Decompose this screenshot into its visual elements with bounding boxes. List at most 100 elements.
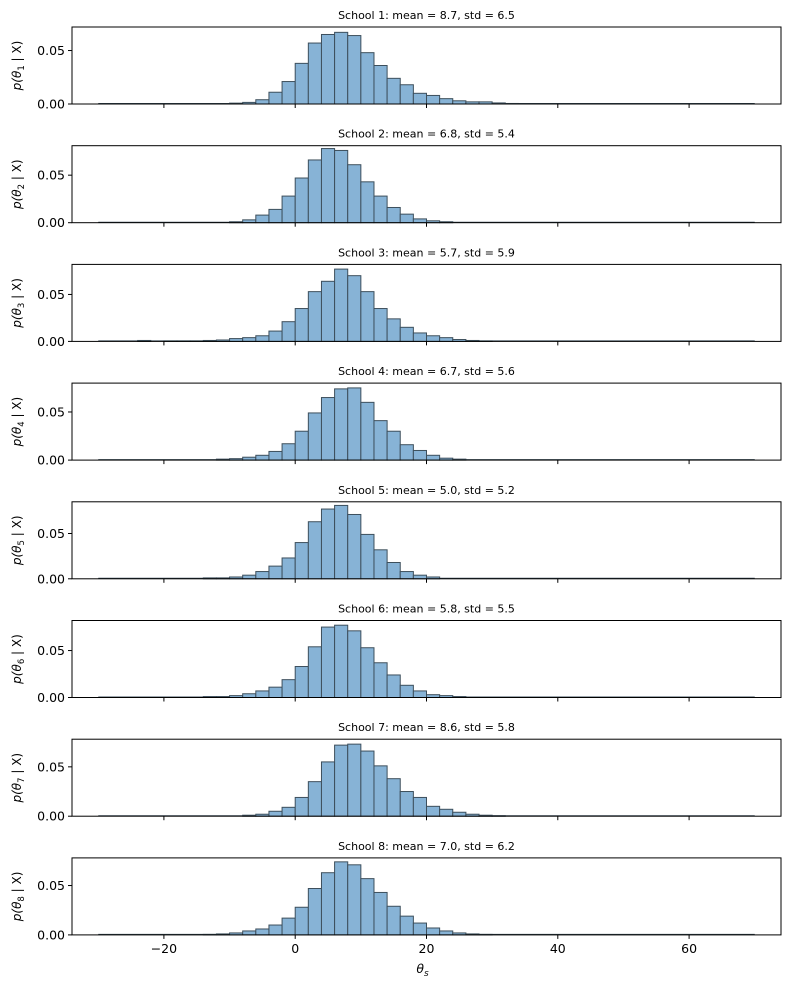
hist-bar [320,280,336,342]
hist-bar [386,318,401,342]
hist-bar [242,930,257,936]
hist-bar [347,387,362,461]
subplot-7: School 7: mean = 8.6, std = 5.8 0.00 0.05 p… [10,721,782,824]
subplot-2: School 2: mean = 6.8, std = 5.4 0.00 0.05 p… [10,128,782,230]
hist-bar [347,630,362,699]
subplot-1: School 1: mean = 8.7, std = 6.5 0.00 0.05 p… [10,9,782,112]
hist-bar [294,62,309,105]
x-tick-label: 20 [419,941,435,956]
hist-bar [268,686,283,698]
hist-bar [360,533,375,580]
hist-bar [294,666,309,699]
hist-bar [255,928,270,936]
hist-bar [426,805,441,817]
hist-bar [294,906,309,936]
axes-frame [71,382,782,461]
y-axis-label: p(θ8 | X) [10,872,27,923]
subplot-title: School 2: mean = 6.8, std = 5.4 [338,128,515,141]
x-tick-label: 40 [550,941,566,956]
axes-frame [71,145,782,224]
subplot-title: School 3: mean = 5.7, std = 5.9 [338,246,515,259]
hist-bar [360,401,375,461]
hist-bar [268,91,283,105]
y-tick-label: 0.00 [37,334,65,349]
hist-bar [281,557,296,580]
hist-bar [373,65,388,105]
y-tick-label: 0.00 [37,215,65,230]
hist-bar [281,806,296,817]
x-axis-label: θs [416,961,429,979]
subplot-title: School 1: mean = 8.7, std = 6.5 [338,9,515,22]
hist-bar [320,508,336,580]
hist-bar [347,275,362,342]
hist-bar [399,84,414,105]
x-tick-label: 0 [291,941,299,956]
hist-bar [439,337,454,342]
y-axis-label: p(θ1 | X) [10,41,27,92]
hist-bar [294,430,309,461]
axes-frame [71,620,782,698]
hist-bar [294,177,309,224]
hist-bar [334,149,349,224]
hist-bar [242,693,257,698]
hist-bar [307,646,322,698]
hist-bar [386,206,401,224]
hist-bar [426,454,441,461]
hist-bar [320,626,336,699]
y-tick-label: 0.00 [37,571,65,586]
hist-bar [255,571,270,580]
hist-bar [360,878,375,936]
hist-bar [347,164,362,224]
hist-bar [412,690,427,698]
y-axis-label: p(θ3 | X) [10,278,27,329]
y-tick-label: 0.05 [37,643,65,658]
hist-bar [412,796,427,817]
hist-bar [334,744,349,817]
hist-bar [426,335,441,342]
subplot-title: School 8: mean = 7.0, std = 6.2 [338,840,515,853]
hist-bar [426,927,441,936]
y-axis-label: p(θ6 | X) [10,634,27,685]
hist-bar [399,213,414,224]
subplot-3: School 3: mean = 5.7, std = 5.9 0.00 0.05 p… [10,246,782,349]
hist-bar [307,521,322,580]
hist-bar [439,808,454,817]
y-axis-label: p(θ2 | X) [10,159,27,210]
hist-bar [386,561,401,580]
hist-bar [412,449,427,461]
hist-bar [307,412,322,461]
hist-bar [268,924,283,936]
subplot-5: School 5: mean = 5.0, std = 5.2 0.00 0.05 p… [10,484,782,586]
hist-bar [242,574,257,580]
hist-bar [373,662,388,699]
y-tick-label: 0.00 [37,809,65,824]
subplot-4: School 4: mean = 6.7, std = 5.6 0.00 0.05 p… [10,365,782,468]
hist-bar [320,872,336,936]
hist-bar [255,214,270,224]
hist-bar [242,337,257,342]
hist-bar [399,571,414,580]
hist-bar [386,674,401,699]
subplot-6: School 6: mean = 5.8, std = 5.5 0.00 0.05 p… [10,603,782,705]
y-tick-label: 0.05 [37,287,65,302]
hist-bar [347,743,362,817]
hist-bar [347,35,362,105]
hist-bar [399,684,414,698]
hist-bar [255,690,270,698]
hist-bar [412,922,427,936]
hist-bar [320,397,336,461]
hist-bar [334,861,349,936]
y-axis-label: p(θ5 | X) [10,515,27,566]
hist-bar [360,52,375,105]
hist-bar [294,542,309,580]
y-tick-label: 0.05 [37,526,65,541]
hist-bar [386,905,401,936]
axes-frame [71,26,782,105]
y-tick-label: 0.05 [37,168,65,183]
hist-bar [294,308,309,342]
hist-bar [268,208,283,224]
hist-bar [360,750,375,817]
hist-bar [347,513,362,580]
hist-bar [439,930,454,936]
hist-bar [386,430,401,461]
